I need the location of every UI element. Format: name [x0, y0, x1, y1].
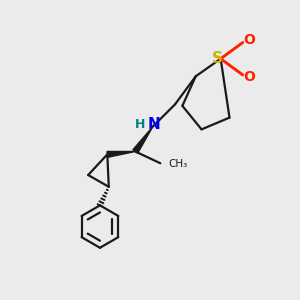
Polygon shape	[107, 152, 135, 157]
Text: H: H	[135, 118, 146, 131]
Text: S: S	[212, 51, 223, 66]
Text: CH₃: CH₃	[169, 159, 188, 169]
Polygon shape	[133, 126, 153, 153]
Text: O: O	[243, 33, 255, 47]
Text: O: O	[243, 70, 255, 84]
Text: N: N	[148, 118, 161, 133]
